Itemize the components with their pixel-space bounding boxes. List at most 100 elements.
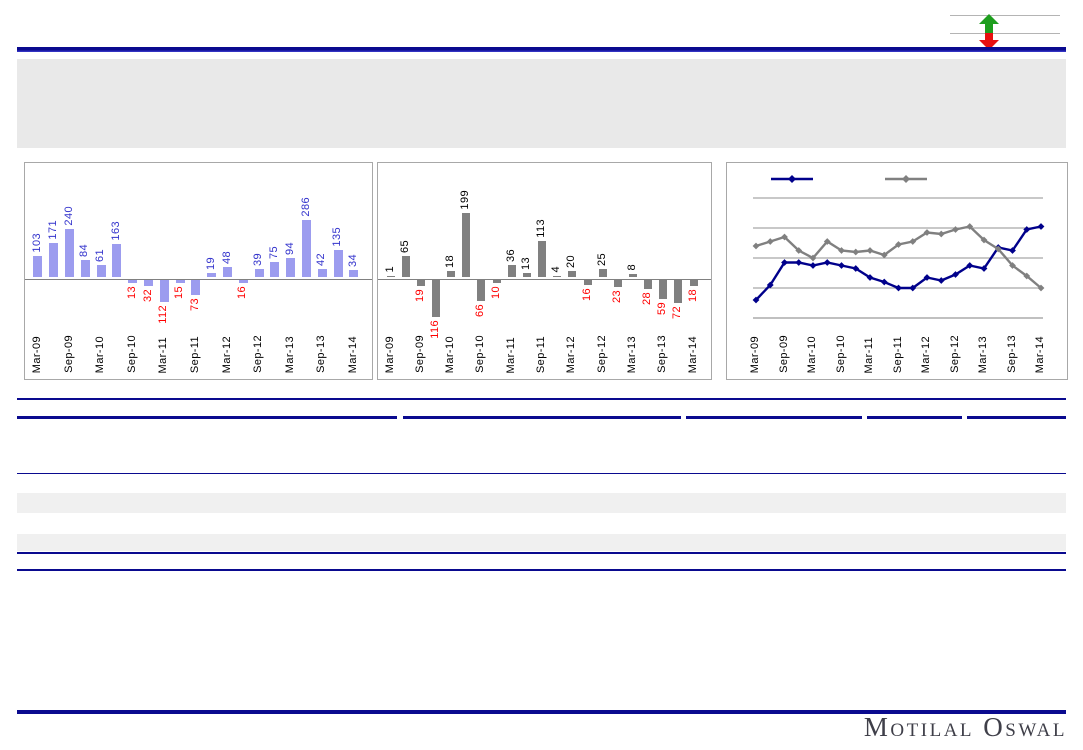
bar-value-label: 16 — [236, 286, 249, 300]
x-tick-label: Mar-09 — [749, 335, 761, 373]
point-marker — [895, 241, 902, 248]
indicator-bottom-line — [950, 33, 1060, 34]
shaded-row — [17, 534, 1066, 551]
bar-value-label: 66 — [474, 304, 487, 318]
bar-value-label: 8 — [625, 264, 638, 271]
x-tick-label: Mar-10 — [806, 335, 818, 373]
bar-value-label: 84 — [78, 243, 91, 257]
bar — [401, 256, 410, 277]
bar — [568, 271, 577, 277]
bar — [65, 229, 74, 277]
bar-value-label: 103 — [30, 233, 43, 253]
x-tick-label: Mar-13 — [625, 335, 638, 373]
bar-value-label: 34 — [346, 253, 359, 267]
line-chart-canvas — [752, 175, 1045, 319]
x-tick-label: Sep-13 — [656, 335, 669, 373]
x-tick-label: Sep-11 — [535, 335, 548, 373]
bar — [507, 265, 516, 277]
bar — [477, 280, 486, 301]
x-tick-label: Sep-11 — [188, 335, 201, 373]
point-marker — [795, 247, 803, 254]
legend-swatch-marker — [788, 175, 796, 183]
bar — [207, 273, 217, 277]
bar-value-label: 10 — [489, 286, 502, 300]
bar — [628, 274, 637, 277]
point-marker — [994, 245, 1002, 253]
bar-value-label: 61 — [94, 248, 107, 262]
point-marker — [766, 281, 774, 289]
bar-value-label: 28 — [641, 292, 654, 306]
bar-value-label: 199 — [459, 190, 472, 210]
bar-value-label: 113 — [535, 219, 548, 238]
bar — [386, 276, 395, 277]
table-header-rule-segment — [403, 416, 681, 419]
header-rule — [17, 47, 1066, 52]
bar-value-label: 1 — [383, 266, 396, 273]
bar — [447, 271, 456, 277]
bar — [598, 269, 607, 277]
point-marker — [909, 238, 917, 245]
point-marker — [809, 254, 817, 262]
bar — [553, 276, 562, 277]
table-top-rule — [17, 398, 1066, 400]
bar — [238, 280, 248, 283]
bar-value-label: 32 — [141, 289, 154, 303]
point-marker — [1023, 272, 1031, 280]
point-marker — [781, 259, 788, 266]
bar-value-label: 116 — [429, 320, 442, 339]
bar-value-label: 13 — [125, 286, 138, 300]
brand-logo: Motilal Oswal — [863, 712, 1067, 742]
bar — [432, 280, 441, 317]
bar-value-label: 75 — [267, 245, 280, 259]
indicator-top-line — [950, 15, 1060, 16]
bar-value-label: 19 — [204, 256, 217, 270]
point-marker — [1037, 284, 1045, 292]
x-tick-label: Sep-11 — [891, 335, 904, 373]
x-tick-label: Mar-14 — [1034, 335, 1046, 373]
bar-value-label: 94 — [283, 241, 296, 255]
bar-value-label: 16 — [580, 288, 593, 302]
legend-swatch-marker — [902, 175, 910, 183]
x-tick-label: Sep-09 — [777, 335, 790, 373]
table-header-rule-segment — [967, 416, 1066, 419]
bar — [33, 256, 43, 277]
x-tick-label: Sep-12 — [595, 335, 608, 373]
bar-value-label: 15 — [173, 286, 186, 300]
x-tick-label: Mar-11 — [157, 336, 170, 373]
bar-value-label: 20 — [565, 254, 578, 268]
point-marker — [923, 229, 931, 236]
bar — [270, 262, 280, 277]
table-header-rule-segment — [867, 416, 962, 419]
point-marker — [809, 262, 817, 269]
bar-value-label: 286 — [299, 197, 312, 217]
bar-value-label: 23 — [610, 290, 623, 304]
title-box — [17, 59, 1066, 148]
table-bottom-rule — [17, 569, 1066, 571]
bar — [96, 265, 106, 277]
bar-chart-1-panel: 103 171 240 84 61 163 13 32 112 15 73 19 48 16 39 75 94 2… — [24, 162, 373, 380]
bar — [613, 280, 622, 287]
point-marker — [823, 259, 831, 266]
bar-value-label: 112 — [157, 305, 170, 324]
bar-value-label: 36 — [504, 248, 517, 262]
bar-value-label: 240 — [62, 206, 75, 226]
x-tick-label: Mar-12 — [565, 335, 578, 373]
table-mid-rule — [17, 473, 1066, 474]
table-header-rule-segment — [17, 416, 397, 419]
bar-value-label: 72 — [671, 306, 684, 320]
point-marker — [980, 265, 988, 272]
bar — [689, 280, 698, 286]
point-marker — [937, 277, 945, 284]
bar — [144, 280, 153, 286]
point-marker — [966, 223, 974, 230]
bar — [349, 270, 359, 277]
x-axis-line — [25, 279, 372, 280]
point-marker — [1009, 262, 1016, 269]
x-tick-label: Sep-13 — [315, 335, 328, 373]
bar-value-label: 48 — [220, 250, 233, 264]
x-tick-label: Sep-10 — [125, 335, 138, 373]
point-marker — [923, 274, 931, 281]
table-rule — [17, 552, 1066, 554]
x-tick-label: Sep-10 — [474, 335, 487, 373]
bar — [317, 269, 327, 277]
